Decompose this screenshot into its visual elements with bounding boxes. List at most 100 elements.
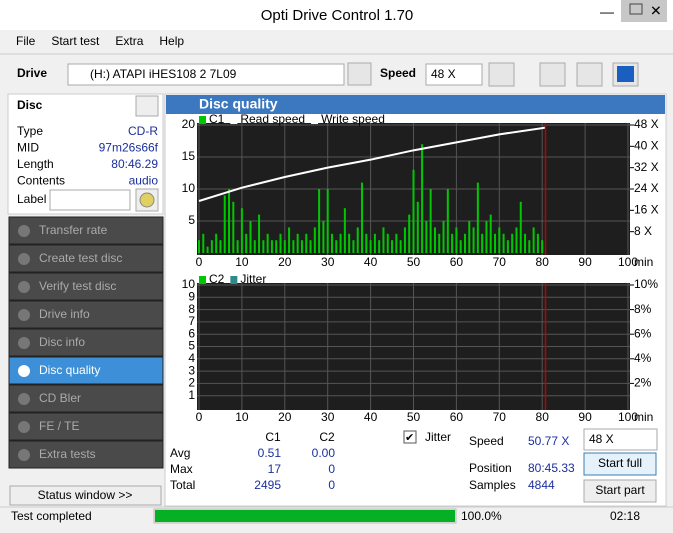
elapsed-time: 02:18 (610, 509, 640, 523)
legend-label: Read speed (240, 112, 305, 126)
x-tick-label: 70 (493, 255, 507, 269)
refresh-button[interactable] (488, 62, 515, 87)
error-bar (536, 233, 539, 253)
stats-header: C1 (265, 430, 281, 444)
save-icon (617, 66, 634, 82)
jitter-checkbox[interactable] (403, 430, 417, 444)
error-bar (292, 240, 295, 253)
stats-value: 0.00 (312, 446, 336, 460)
error-bar (489, 214, 492, 253)
error-bar (451, 233, 454, 253)
disc-refresh[interactable] (135, 95, 159, 117)
disc-key: Contents (17, 174, 65, 188)
sidebar-item[interactable] (8, 272, 164, 301)
menu-item[interactable]: Start test (51, 34, 100, 48)
error-bar (361, 182, 364, 253)
minimize[interactable]: — (600, 4, 614, 20)
speed-select-2[interactable] (583, 428, 658, 451)
drive-value: (H:) ATAPI iHES108 2 7L09 (90, 67, 237, 81)
sidebar-icon (18, 225, 30, 237)
sidebar-item[interactable] (8, 440, 164, 469)
y2-tick-label: 4% (634, 351, 652, 365)
error-bar (335, 240, 338, 253)
error-bar (313, 227, 316, 253)
error-bar (356, 227, 359, 253)
error-bar (391, 240, 394, 253)
progress-fill (155, 510, 455, 522)
y-tick-label: 10 (182, 181, 196, 195)
sidebar-icon (18, 421, 30, 433)
error-bar (215, 233, 218, 253)
y-tick-label: 3 (188, 363, 195, 377)
x-tick-label: 0 (196, 410, 203, 424)
sidebar-item[interactable] (8, 384, 164, 413)
start-full[interactable] (583, 452, 657, 476)
y2-tick-label: 10% (634, 277, 658, 291)
y2-tick-label: 8% (634, 302, 652, 316)
speed-label: Speed (380, 66, 416, 80)
menu-item[interactable]: File (16, 34, 36, 48)
sidebar-item[interactable] (8, 244, 164, 273)
disc-value: 97m26s66f (99, 141, 159, 155)
label-input[interactable] (49, 189, 131, 211)
error-bar (481, 233, 484, 253)
speed-select[interactable] (425, 63, 483, 86)
error-bar (433, 227, 436, 253)
error-bar (378, 240, 381, 253)
position-caption: Position (469, 461, 512, 475)
sidebar-item[interactable] (8, 356, 164, 385)
status-window-text: Status window >> (38, 488, 133, 502)
error-bar (472, 227, 475, 253)
error-bar (219, 240, 222, 253)
sidebar-icon (18, 281, 30, 293)
error-bar (408, 214, 411, 253)
y-tick-label: 1 (188, 388, 195, 402)
sidebar-item[interactable] (8, 300, 164, 329)
error-bar (330, 233, 333, 253)
sidebar-item[interactable] (8, 216, 164, 245)
start-part[interactable] (583, 479, 657, 503)
menu-item[interactable]: Help (159, 34, 184, 48)
drive-select[interactable] (67, 63, 345, 86)
x-tick-label: 90 (578, 410, 592, 424)
error-bar (541, 240, 544, 253)
disc-icon (139, 192, 155, 208)
x-tick-label: 60 (450, 255, 464, 269)
speed-readout: 50.77 X (528, 434, 569, 448)
sidebar-item[interactable] (8, 412, 164, 441)
stats-header: C2 (319, 430, 335, 444)
samples-caption: Samples (469, 478, 516, 492)
sidebar-icon (18, 309, 30, 321)
settings-button[interactable] (576, 62, 603, 87)
error-bar (296, 233, 299, 253)
x-tick-label: 100 (618, 410, 638, 424)
error-bar (494, 233, 497, 253)
y-tick-label: 2 (188, 376, 195, 390)
y-tick-label: 20 (182, 117, 196, 131)
sidebar-label: Transfer rate (39, 223, 108, 237)
stats-value: 0 (328, 462, 335, 476)
start-full-text: Start full (598, 456, 642, 470)
x-unit: min (634, 410, 653, 424)
error-bar (318, 189, 321, 253)
eject-button[interactable] (347, 62, 372, 86)
x-tick-label: 10 (235, 255, 249, 269)
y2-tick-label: 8 X (634, 224, 652, 238)
error-bar (442, 221, 445, 253)
error-bar (506, 240, 509, 253)
jitter-label: Jitter (425, 430, 451, 444)
y2-tick-label: 48 X (634, 117, 659, 131)
maximize[interactable] (621, 0, 667, 22)
legend-label: C1 (209, 112, 225, 126)
x-tick-label: 80 (536, 255, 550, 269)
sidebar-item[interactable] (8, 328, 164, 357)
x-tick-label: 50 (407, 255, 421, 269)
error-bar (309, 240, 312, 253)
x-unit: min (634, 255, 653, 269)
speed-line (198, 126, 546, 202)
status-window-button[interactable] (9, 485, 162, 506)
close[interactable]: ✕ (650, 3, 662, 19)
menu-item[interactable]: Extra (115, 34, 143, 48)
erase-button[interactable] (539, 62, 566, 87)
